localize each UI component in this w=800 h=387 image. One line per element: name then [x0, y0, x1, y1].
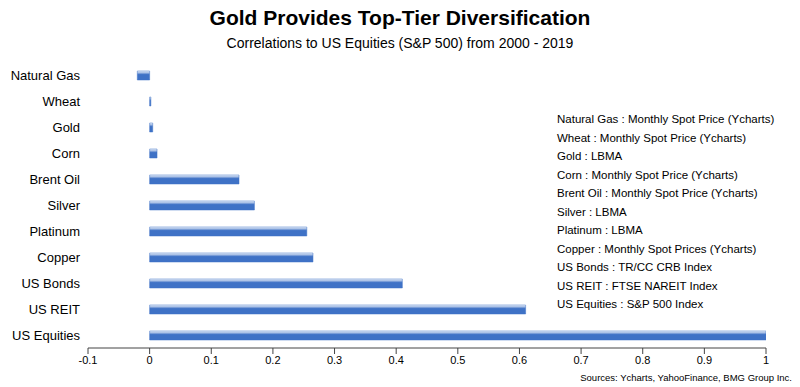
html-text:Gold : LBMA: Gold : LBMA — [557, 150, 623, 162]
html-text:Platinum : LBMA: Platinum : LBMA — [557, 224, 643, 236]
html-text:Copper : Monthly Spot Prices (: Copper : Monthly Spot Prices (Ycharts) — [557, 242, 757, 255]
html-text:Wheat : Monthly Spot Price (Yc: Wheat : Monthly Spot Price (Ycharts) — [557, 131, 747, 144]
svg-text:US REIT: US REIT — [29, 302, 80, 317]
svg-text:Corn: Corn — [52, 146, 80, 161]
svg-text:0.6: 0.6 — [512, 354, 527, 366]
html-text:Gold Provides Top-Tier Diversi: Gold Provides Top-Tier Diversification — [209, 6, 591, 29]
svg-text:0.3: 0.3 — [327, 354, 342, 366]
svg-text:Brent Oil: Brent Oil — [29, 172, 80, 187]
svg-text:Natural Gas: Natural Gas — [11, 68, 81, 83]
html-text:Correlations to US Equities (S: Correlations to US Equities (S&P 500) fr… — [226, 35, 574, 51]
svg-text:0: 0 — [147, 354, 153, 366]
svg-text:-0.1: -0.1 — [79, 354, 98, 366]
svg-text:Wheat: Wheat — [42, 94, 80, 109]
html-text:Natural Gas : Monthly Spot Pri: Natural Gas : Monthly Spot Price (Ychart… — [557, 113, 775, 125]
svg-text:US Equities: US Equities — [12, 328, 80, 343]
svg-text:1: 1 — [763, 354, 769, 366]
html-text:Silver : LBMA: Silver : LBMA — [557, 205, 627, 218]
html-text:US Bonds : TR/CC CRB Index: US Bonds : TR/CC CRB Index — [557, 261, 713, 273]
svg-text:0.9: 0.9 — [697, 354, 712, 366]
html-text:Corn : Monthly Spot Price (Ych: Corn : Monthly Spot Price (Ycharts) — [557, 168, 738, 181]
html-text:US Equities : S&P 500 Index: US Equities : S&P 500 Index — [557, 298, 704, 310]
svg-text:Platinum: Platinum — [29, 224, 80, 239]
html-text:Brent Oil : Monthly Spot Price: Brent Oil : Monthly Spot Price (Ycharts) — [557, 187, 758, 199]
svg-text:0.5: 0.5 — [450, 354, 465, 366]
svg-text:US Bonds: US Bonds — [21, 276, 80, 291]
html-text:Sources: Ycharts, YahooFinance: Sources: Ycharts, YahooFinance, BMG Grou… — [580, 372, 792, 383]
svg-text:0.1: 0.1 — [204, 354, 219, 366]
svg-text:Silver: Silver — [47, 198, 80, 213]
svg-text:0.8: 0.8 — [635, 354, 650, 366]
svg-text:Gold: Gold — [53, 120, 80, 135]
svg-text:0.4: 0.4 — [389, 354, 404, 366]
svg-text:0.2: 0.2 — [265, 354, 280, 366]
html-text:US REIT : FTSE NAREIT Index: US REIT : FTSE NAREIT Index — [557, 279, 718, 292]
svg-text:0.7: 0.7 — [573, 354, 588, 366]
svg-text:Copper: Copper — [37, 250, 80, 265]
